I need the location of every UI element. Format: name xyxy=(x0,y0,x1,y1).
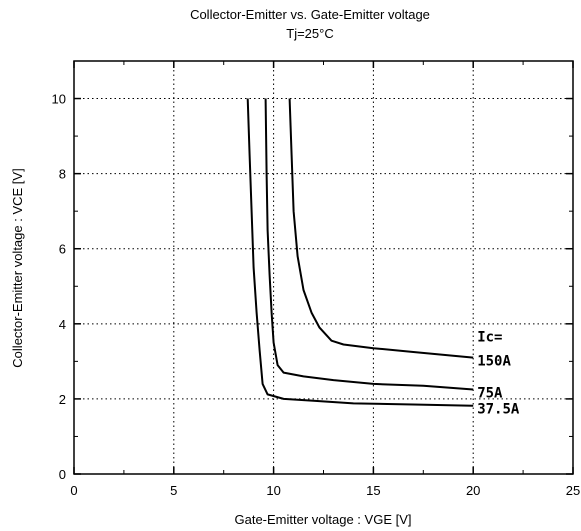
x-tick-label: 15 xyxy=(366,483,380,498)
legend-title: Ic= xyxy=(477,330,502,346)
series-label: 37.5A xyxy=(477,402,520,418)
x-tick-label: 25 xyxy=(566,483,580,498)
x-tick-label: 20 xyxy=(466,483,480,498)
y-tick-label: 6 xyxy=(59,242,66,257)
series-line-75A xyxy=(264,98,474,391)
y-tick-label: 10 xyxy=(52,92,66,107)
chart-subtitle: Tj=25°C xyxy=(286,26,333,41)
series-group xyxy=(246,98,474,407)
series-label: 150A xyxy=(477,354,511,370)
axis-ticks: 0 5 10 15 20 25 0 2 4 6 8 10 xyxy=(52,61,580,498)
y-axis-label: Collector-Emitter voltage : VCE [V] xyxy=(10,168,25,367)
chart-title: Collector-Emitter vs. Gate-Emitter volta… xyxy=(190,7,430,22)
x-tick-label: 0 xyxy=(70,483,77,498)
series-label: 75A xyxy=(477,386,503,402)
x-tick-label: 5 xyxy=(170,483,177,498)
y-tick-label: 8 xyxy=(59,167,66,182)
grid xyxy=(74,61,573,474)
y-tick-label: 0 xyxy=(59,467,66,482)
y-tick-label: 4 xyxy=(59,317,66,332)
plot-frame xyxy=(73,60,574,475)
x-tick-label: 10 xyxy=(266,483,280,498)
x-axis-label: Gate-Emitter voltage : VGE [V] xyxy=(234,512,411,527)
series-line-150A xyxy=(288,98,474,359)
series-line-37_5A xyxy=(246,98,474,407)
y-tick-label: 2 xyxy=(59,392,66,407)
